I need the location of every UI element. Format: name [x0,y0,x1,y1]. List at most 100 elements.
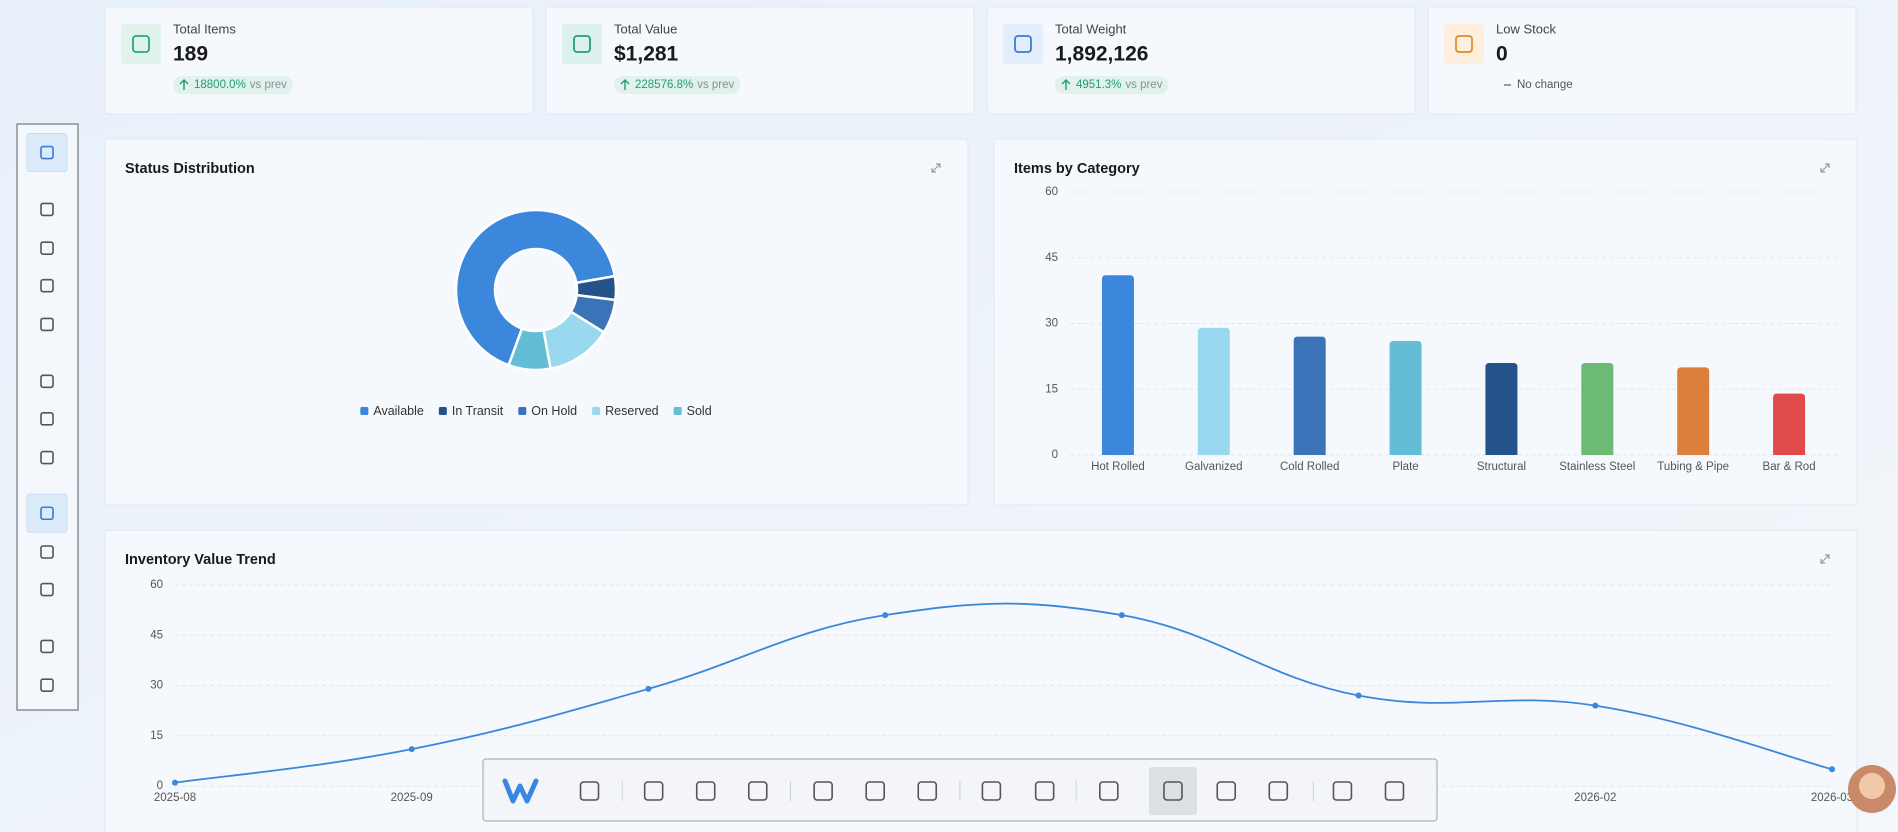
y-tick-label: 0 [157,780,163,792]
change-value: 18800.0% [194,79,246,91]
charts: Status Distribution Available In Transit On… [104,138,1858,832]
sidebar-icons [26,133,68,692]
kpi-card [1427,6,1857,115]
change-value: No change [1517,79,1573,91]
dock-icon[interactable] [1099,781,1119,801]
dock-active [1148,767,1197,815]
expand-button[interactable] [1820,163,1830,173]
y-tick-label: 45 [150,629,163,641]
expand-button[interactable] [931,163,941,173]
sidebar-icon[interactable] [40,374,54,389]
chart-title: Inventory Value Trend [125,552,276,568]
kpi-icon-box [562,24,602,64]
dock-icon[interactable] [1216,781,1237,801]
legend-swatch [592,407,601,415]
x-tick-label: 2026-02 [1574,792,1616,804]
change-note: vs prev [697,79,734,91]
dock-icon[interactable] [1332,781,1353,801]
sidebar-icon[interactable] [40,412,54,426]
bar [1677,367,1710,455]
dock-icon[interactable] [917,781,938,801]
kpi-card [986,6,1416,115]
dock-icon[interactable] [865,781,885,801]
x-tick-label: Plate [1392,461,1418,473]
change-note: vs prev [1125,79,1162,91]
line-point [1355,692,1362,699]
up-arrow [1061,79,1071,90]
sidebar-icon[interactable] [40,145,54,160]
dock-icon[interactable] [1384,781,1405,801]
dock-logo[interactable] [502,778,539,804]
pie-slice [454,208,617,367]
dock-icon[interactable] [747,781,768,801]
x-tick-label: Tubing & Pipe [1657,461,1729,473]
dock-icon[interactable] [813,781,833,801]
y-tick-label: 45 [1045,252,1058,264]
up-arrow [179,79,189,90]
dock-icon[interactable] [695,781,716,801]
legend-swatch [360,407,369,415]
kpi-value: 0 [1496,43,1508,66]
kpi-value: $1,281 [614,43,679,66]
line-point [1118,612,1125,619]
kpi-icon [573,35,591,53]
x-tick-label: Structural [1477,461,1526,473]
sidebar-icon[interactable] [40,450,54,465]
expand-button[interactable] [1820,554,1830,564]
dock-icon[interactable] [1268,781,1289,801]
dock [482,758,1438,822]
dock-icon[interactable] [643,781,664,801]
kpi-value: 1,892,126 [1055,43,1148,66]
x-tick-label: 2025-09 [391,792,433,804]
legend-label: On Hold [531,404,577,418]
sidebar-icon[interactable] [40,506,54,521]
line-point [172,779,178,786]
dock-icon[interactable] [579,781,600,801]
line-point [1592,702,1599,709]
change-value: 4951.3% [1076,79,1121,91]
x-tick-label: Cold Rolled [1280,461,1339,473]
sidebar-icon[interactable] [40,678,54,692]
legend-swatch [518,407,527,415]
kpi-card [104,6,534,115]
change-chip [1055,76,1169,94]
dock-icon[interactable] [1163,781,1183,801]
up-arrow [620,79,630,90]
sidebar-icon[interactable] [40,202,54,217]
bar [1485,362,1518,455]
chart-panel [104,138,969,506]
sidebar [16,123,79,711]
bar [1101,275,1134,455]
line-point [408,746,415,753]
legend: Available In Transit On Hold Reserved Sold [360,404,712,418]
pie-slice [507,326,553,372]
line-point [1829,766,1835,773]
sidebar-icon[interactable] [40,317,54,332]
dock-icon[interactable] [981,781,1002,801]
kpi-icon [1014,35,1032,53]
sidebar-icon[interactable] [40,545,54,559]
kpi-label: Total Items [173,21,236,36]
sidebar-icon[interactable] [40,278,54,293]
y-tick-label: 30 [1045,318,1058,330]
kpi-value: 189 [173,43,208,66]
sidebar-icon[interactable] [40,241,54,255]
change-value: 228576.8% [635,79,693,91]
bar [1197,327,1230,455]
chart-panel [104,529,1858,832]
y-tick-label: 30 [150,680,163,692]
kpi-cards: Total Items 189 18800.0% vs prev Total Value… [104,6,1857,115]
kpi-label: Total Weight [1055,21,1127,36]
dock-icon[interactable] [1034,781,1055,801]
x-tick-label: Galvanized [1185,461,1243,473]
kpi-icon [1455,35,1473,53]
kpi-icon-box [121,24,161,64]
legend-swatch [673,407,682,415]
sidebar-icon[interactable] [40,582,54,597]
x-tick-label: 2026-03 [1811,792,1853,804]
change-chip [173,76,293,94]
line-point [645,685,652,692]
sidebar-icon[interactable] [40,639,54,654]
legend-label: In Transit [452,404,504,418]
